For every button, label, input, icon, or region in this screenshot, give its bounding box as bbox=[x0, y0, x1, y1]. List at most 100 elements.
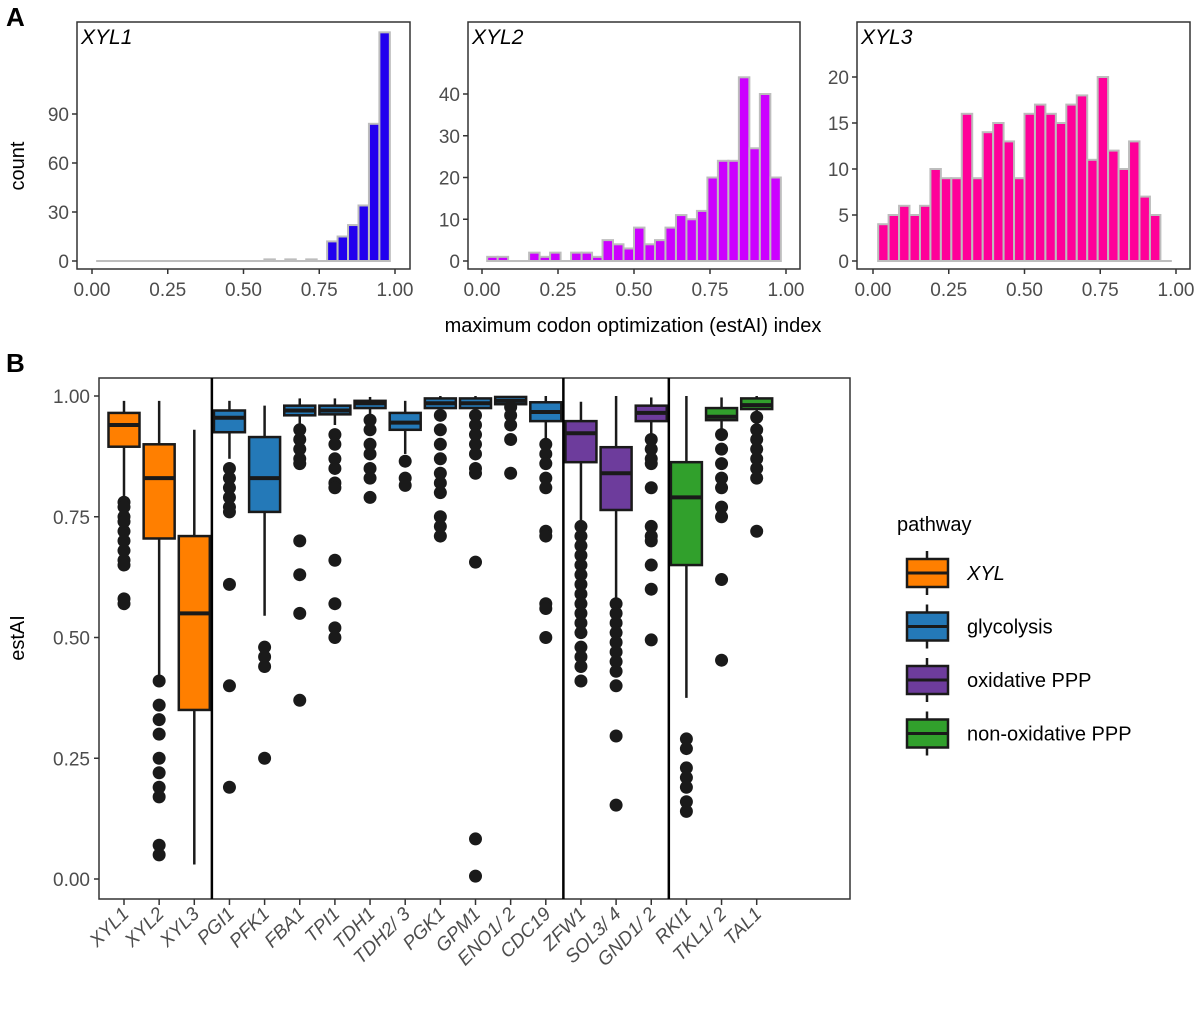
legend-item-nonox: non-oxidative PPP bbox=[907, 712, 1132, 756]
histogram-bar bbox=[1087, 160, 1097, 261]
outlier-point bbox=[539, 602, 552, 615]
legend-item-oxidative: oxidative PPP bbox=[907, 658, 1092, 702]
outlier-point bbox=[610, 665, 623, 678]
histogram-bar bbox=[1004, 141, 1014, 261]
x-tick-label: XYL1 bbox=[85, 904, 133, 952]
x-tick-label: 0.50 bbox=[616, 280, 653, 301]
outlier-point bbox=[364, 491, 377, 504]
outlier-point bbox=[258, 752, 271, 765]
outlier-point bbox=[715, 428, 728, 441]
outlier-point bbox=[680, 805, 693, 818]
histogram-bar bbox=[338, 237, 348, 262]
histogram-bar bbox=[993, 123, 1003, 261]
histogram-bar bbox=[920, 206, 930, 261]
outlier-point bbox=[680, 742, 693, 755]
histogram-bar bbox=[749, 148, 759, 261]
y-tick-label: 0.75 bbox=[53, 508, 90, 529]
outlier-point bbox=[258, 660, 271, 673]
x-tick-label: 0.00 bbox=[464, 280, 501, 301]
outlier-point bbox=[328, 631, 341, 644]
outlier-point bbox=[645, 633, 658, 646]
panel-label-a: A bbox=[6, 2, 25, 32]
outlier-point bbox=[645, 559, 658, 572]
histogram-bar bbox=[582, 253, 592, 261]
outlier-point bbox=[328, 554, 341, 567]
histogram-bar bbox=[529, 253, 539, 261]
x-tick-label: 0.50 bbox=[225, 280, 262, 301]
legend-title: pathway bbox=[897, 514, 972, 536]
outlier-point bbox=[434, 438, 447, 451]
histogram-bar bbox=[676, 215, 686, 261]
outlier-point bbox=[539, 631, 552, 644]
outlier-point bbox=[715, 654, 728, 667]
outlier-point bbox=[680, 781, 693, 794]
box-iqr bbox=[214, 410, 245, 432]
outlier-point bbox=[574, 674, 587, 687]
outlier-point bbox=[118, 597, 131, 610]
outlier-point bbox=[750, 525, 763, 538]
legend-item-xyl: XYL bbox=[907, 551, 1005, 595]
box-iqr bbox=[249, 437, 280, 512]
box-iqr bbox=[179, 536, 210, 710]
box-iqr bbox=[601, 447, 632, 510]
y-tick-label: 0.00 bbox=[53, 870, 90, 891]
x-tick-label: 0.00 bbox=[74, 280, 111, 301]
histogram-bar bbox=[770, 178, 780, 262]
histogram-bar bbox=[1077, 95, 1087, 261]
x-tick-label: 1.00 bbox=[768, 280, 805, 301]
facet-label: XYL2 bbox=[471, 26, 524, 49]
histogram-bar bbox=[1098, 77, 1108, 261]
histogram-bar bbox=[613, 244, 623, 261]
outlier-point bbox=[504, 467, 517, 480]
outlier-point bbox=[399, 479, 412, 492]
box-y-axis-title: estAI bbox=[7, 615, 29, 661]
outlier-point bbox=[715, 457, 728, 470]
y-tick-label: 0 bbox=[58, 252, 69, 273]
histogram-bar bbox=[1150, 215, 1160, 261]
outlier-point bbox=[293, 694, 306, 707]
outlier-point bbox=[469, 870, 482, 883]
x-tick-label: XYL3 bbox=[155, 903, 204, 952]
outlier-point bbox=[153, 674, 166, 687]
y-tick-label: 10 bbox=[828, 160, 849, 181]
outlier-point bbox=[610, 799, 623, 812]
y-tick-label: 1.00 bbox=[53, 387, 90, 408]
y-tick-label: 0 bbox=[449, 252, 460, 273]
x-tick-label: 1.00 bbox=[377, 280, 414, 301]
x-tick-label: FBA1 bbox=[261, 904, 309, 952]
outlier-point bbox=[223, 679, 236, 692]
outlier-point bbox=[574, 660, 587, 673]
outlier-point bbox=[293, 534, 306, 547]
histogram-bar bbox=[369, 124, 379, 261]
histogram-bar bbox=[644, 244, 654, 261]
outlier-point bbox=[328, 597, 341, 610]
outlier-point bbox=[223, 781, 236, 794]
histogram-bar bbox=[718, 161, 728, 261]
histogram-bar bbox=[962, 114, 972, 261]
histogram-bar bbox=[487, 257, 497, 261]
histogram-bar bbox=[899, 206, 909, 261]
facet-label: XYL1 bbox=[80, 26, 132, 49]
histogram-bar bbox=[930, 169, 940, 261]
outlier-point bbox=[328, 462, 341, 475]
x-tick-label: 0.75 bbox=[1082, 280, 1119, 301]
x-tick-label: 0.75 bbox=[301, 280, 338, 301]
histogram-bar bbox=[327, 241, 337, 261]
outlier-point bbox=[539, 481, 552, 494]
histogram-bar bbox=[358, 205, 368, 261]
outlier-point bbox=[223, 505, 236, 518]
outlier-point bbox=[715, 443, 728, 456]
outlier-point bbox=[715, 573, 728, 586]
outlier-point bbox=[504, 418, 517, 431]
histogram-bar bbox=[951, 178, 961, 261]
x-tick-label: PFK1 bbox=[226, 904, 274, 952]
legend-label: oxidative PPP bbox=[967, 670, 1092, 692]
y-tick-label: 40 bbox=[439, 85, 460, 106]
histogram-bar bbox=[983, 132, 993, 261]
histogram-bar bbox=[603, 240, 613, 261]
x-tick-label: TAL1 bbox=[720, 904, 766, 950]
outlier-point bbox=[293, 457, 306, 470]
outlier-point bbox=[539, 457, 552, 470]
outlier-point bbox=[293, 607, 306, 620]
y-tick-label: 90 bbox=[48, 105, 69, 126]
